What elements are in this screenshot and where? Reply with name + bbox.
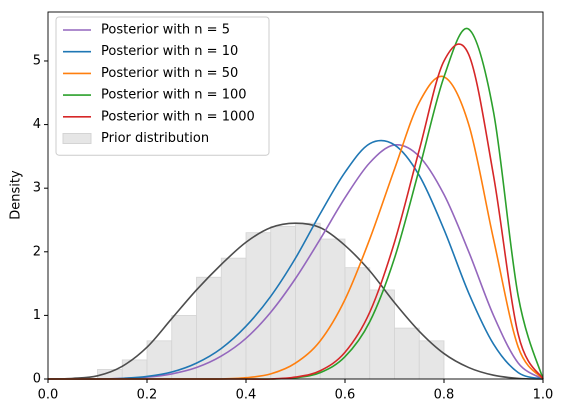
histogram-bar	[418, 340, 445, 380]
y-axis-label: Density	[9, 170, 24, 220]
histogram-bar	[394, 327, 420, 380]
histogram-bar	[270, 225, 296, 380]
x-tick-label: 0.6	[335, 388, 356, 403]
x-tick-label: 1.0	[533, 388, 554, 403]
x-tick-label: 0.0	[38, 388, 59, 403]
x-tick-label: 0.8	[434, 388, 455, 403]
histogram-bar	[245, 232, 272, 380]
y-tick-label: 4	[33, 117, 41, 132]
plot-frame	[47, 11, 544, 380]
posterior-line	[47, 139, 544, 380]
legend-label: Posterior with n = 1000	[101, 109, 255, 124]
y-tick-label: 2	[33, 244, 41, 259]
histogram-bar	[196, 276, 222, 380]
x-tick-label: 0.2	[137, 388, 158, 403]
legend-label: Posterior with n = 50	[101, 66, 238, 81]
legend-label: Posterior with n = 5	[101, 23, 230, 38]
y-tick-label: 0	[33, 372, 41, 387]
y-tick-label: 5	[33, 53, 41, 68]
histogram-bar	[319, 238, 346, 380]
legend-label: Prior distribution	[101, 131, 209, 146]
y-tick-label: 3	[33, 181, 41, 196]
kde-line	[47, 222, 544, 380]
legend-label: Posterior with n = 10	[101, 44, 238, 59]
histogram-bar	[344, 267, 371, 380]
x-tick-label: 0.4	[236, 388, 257, 403]
legend-swatch	[62, 133, 92, 144]
histogram-bar	[220, 257, 247, 380]
y-tick-label: 1	[33, 308, 41, 323]
legend-label: Posterior with n = 100	[101, 88, 247, 103]
legend-box	[55, 16, 270, 156]
